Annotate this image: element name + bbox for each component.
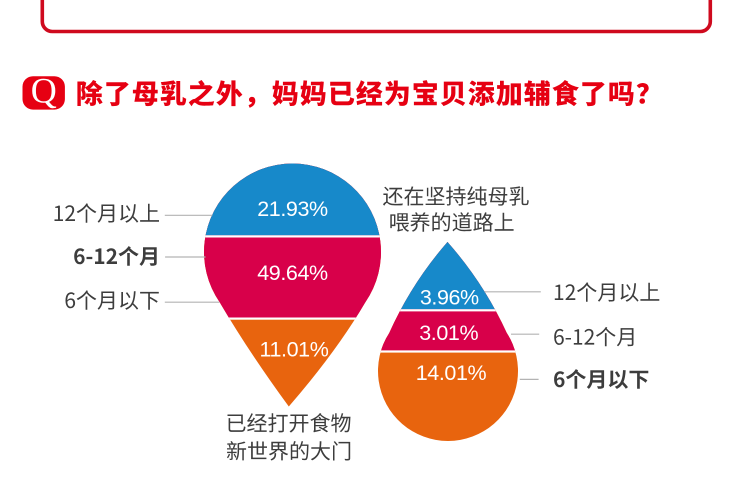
svg-text:21.93%: 21.93%	[257, 197, 328, 221]
svg-text:49.64%: 49.64%	[257, 261, 328, 285]
svg-text:Q: Q	[31, 70, 57, 110]
svg-text:3.01%: 3.01%	[419, 321, 478, 345]
svg-text:11.01%: 11.01%	[260, 338, 329, 362]
svg-text:3.96%: 3.96%	[420, 286, 479, 310]
svg-text:14.01%: 14.01%	[416, 361, 487, 385]
